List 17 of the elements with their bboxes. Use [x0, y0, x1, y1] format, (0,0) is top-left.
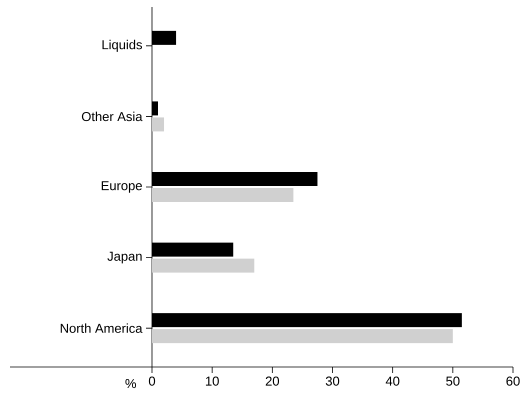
bar	[152, 188, 294, 202]
y-tick-label: Other Asia	[82, 112, 142, 122]
x-tick-label: 10	[206, 376, 219, 386]
y-tick-label: North America	[60, 323, 142, 333]
x-tick-label: 40	[386, 376, 400, 386]
y-tick-label: Europe	[102, 181, 142, 193]
x-tick-label: 50	[446, 376, 460, 386]
x-tick-label: 20	[266, 376, 280, 386]
x-tick-label: 0	[148, 376, 156, 386]
y-tick-label: Liquids	[102, 40, 142, 52]
y-tick-label: Japan	[107, 252, 142, 264]
x-tick-label: 30	[326, 376, 340, 386]
x-axis-title: %	[125, 379, 136, 388]
bar	[152, 329, 453, 344]
bar	[152, 117, 164, 132]
x-tick-label: 60	[506, 376, 520, 386]
bar	[152, 258, 254, 273]
